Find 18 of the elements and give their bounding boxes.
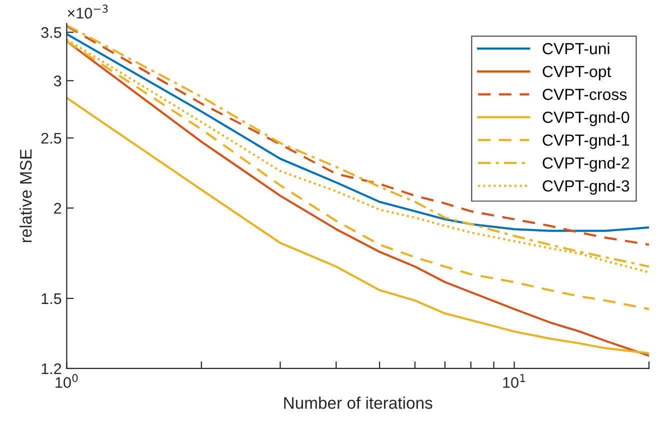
- x-tick-label: 10$^{0}$: [56, 374, 78, 388]
- y-tick-label: 1.5: [42, 293, 62, 304]
- y-tick-label: 3: [54, 76, 62, 86]
- y-tick-label: 1.2: [42, 363, 62, 374]
- legend-label: CVPT-gnd-2: [542, 156, 630, 172]
- legend-label: CVPT-opt: [542, 66, 612, 80]
- legend-label: CVPT-cross: [542, 88, 627, 100]
- text: ×10$^{−3}$: [68, 4, 108, 19]
- legend-label: CVPT-gnd-0: [542, 111, 630, 126]
- y-tick-label: 2.5: [41, 132, 62, 144]
- legend-label: CVPT-gnd-3: [542, 180, 630, 195]
- x-axis-title: Number of iterations: [284, 396, 432, 409]
- legend-label: CVPT-uni: [542, 42, 610, 54]
- y-axis-title: relative MSE: [20, 149, 32, 242]
- y-tick-label: 3.5: [41, 27, 62, 38]
- x-tick-label: 10$^{1}$: [503, 374, 525, 388]
- y-tick-label: 2: [54, 202, 62, 214]
- legend-label: CVPT-gnd-1: [542, 134, 630, 149]
